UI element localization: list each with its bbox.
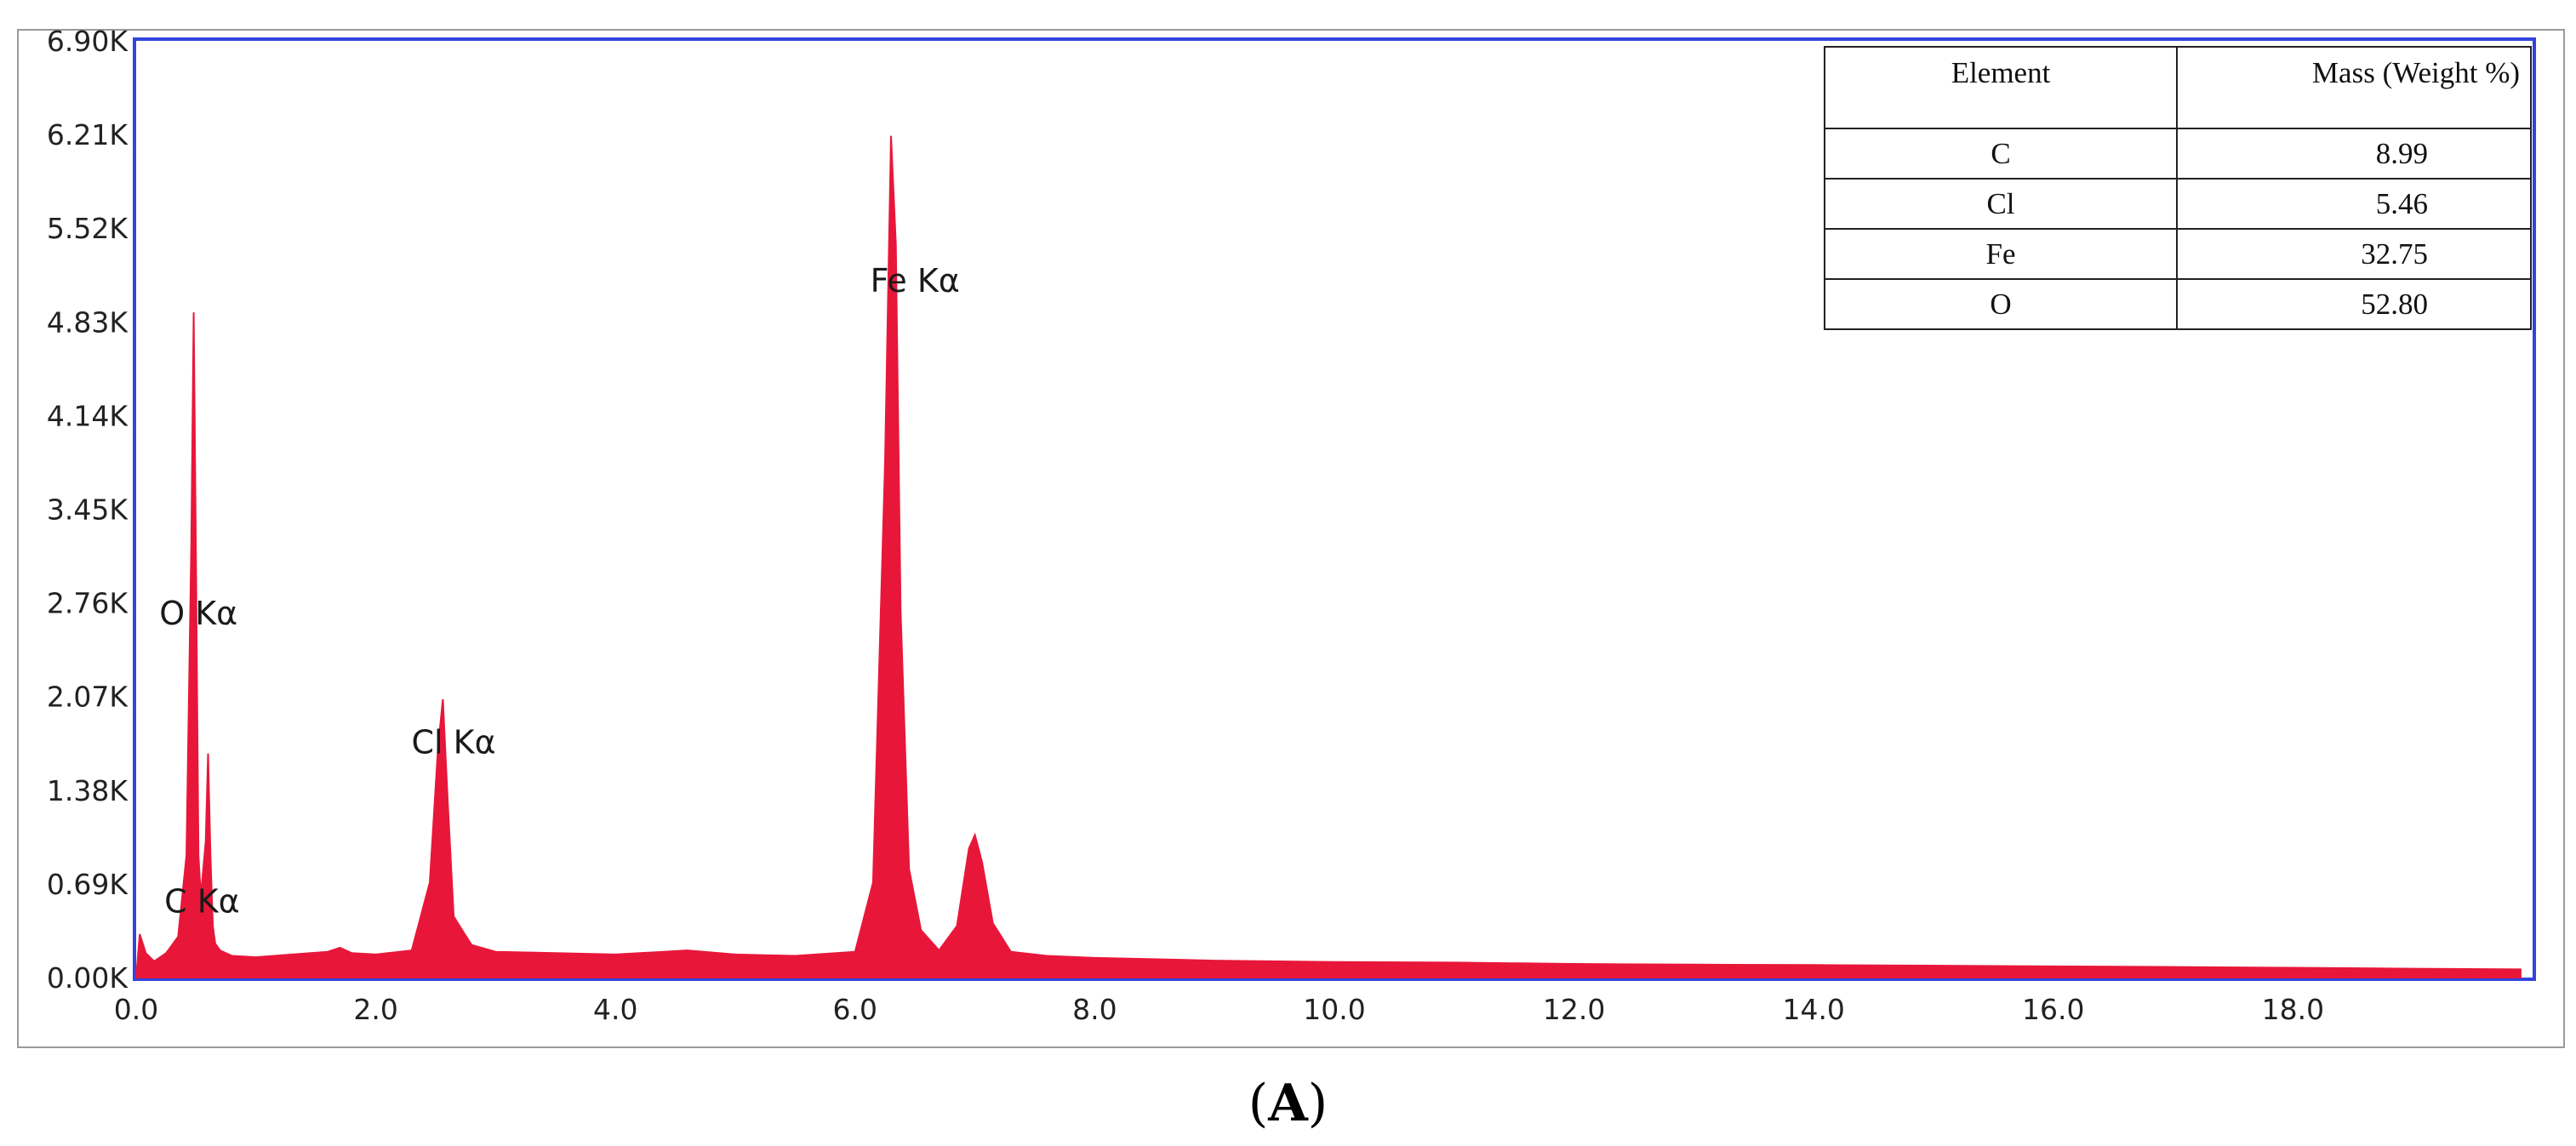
x-tick-label: 12.0 (1543, 993, 1605, 1026)
x-tick-label: 16.0 (2022, 993, 2084, 1026)
peak-label: O Kα (159, 595, 237, 632)
element-cell: O (1824, 278, 2178, 330)
mass-cell: 52.80 (2176, 278, 2532, 330)
peak-label: C Kα (164, 882, 240, 920)
table-row: O 52.80 (1824, 278, 2532, 330)
header-element: Element (1824, 46, 2178, 129)
peak-label-layer: O Kα C Kα Cl Kα Fe Kα (159, 262, 960, 920)
y-tick-label: 0.00K (47, 961, 129, 995)
y-tick-label: 2.76K (47, 587, 129, 620)
peak-label: Cl Kα (412, 724, 496, 761)
table-row: C 8.99 (1824, 128, 2532, 180)
element-cell: C (1824, 128, 2178, 180)
y-tick-label: 1.38K (47, 774, 129, 807)
mass-cell: 5.46 (2176, 178, 2532, 230)
x-tick-label: 6.0 (833, 993, 877, 1026)
y-tick-label: 3.45K (47, 493, 129, 527)
element-cell: Cl (1824, 178, 2178, 230)
peak-label: Fe Kα (871, 262, 960, 299)
y-tick-label: 0.69K (47, 868, 129, 901)
x-tick-label: 18.0 (2262, 993, 2324, 1026)
y-tick-label: 6.21K (47, 118, 129, 151)
mass-cell: 8.99 (2176, 128, 2532, 180)
panel-label-letter: A (1268, 1074, 1308, 1133)
figure-frame (17, 29, 2565, 1048)
x-tick-label: 10.0 (1303, 993, 1365, 1026)
panel-label-close: ) (1307, 1074, 1328, 1133)
panel-label-open: ( (1248, 1074, 1269, 1133)
y-tick-label: 5.52K (47, 212, 129, 245)
x-tick-label: 8.0 (1072, 993, 1117, 1026)
mass-cell: 32.75 (2176, 228, 2532, 280)
x-tick-label: 4.0 (593, 993, 637, 1026)
x-tick-label: 14.0 (1782, 993, 1844, 1026)
plot-area-border (133, 37, 2536, 981)
composition-table: Element Mass (Weight %) C 8.99 Cl 5.46 F… (1824, 46, 2532, 330)
element-cell: Fe (1824, 228, 2178, 280)
spectrum-series-0 (134, 135, 2522, 978)
eds-spectrum-chart: O Kα C Kα Cl Kα Fe Kα 0.00K 0.69K 1.38K 2.07K 2… (47, 25, 2536, 1026)
y-tick-label: 4.83K (47, 305, 129, 339)
x-tick-label: 2.0 (353, 993, 397, 1026)
y-tick-label: 6.90K (47, 25, 129, 58)
header-mass: Mass (Weight %) (2176, 46, 2532, 129)
panel-label: (A) (0, 1074, 2576, 1133)
x-tick-label: 0.0 (114, 993, 158, 1026)
x-axis-ticks: 0.0 2.0 4.0 6.0 8.0 10.0 12.0 14.0 16.0 18.0 (114, 993, 2324, 1026)
table-row: Cl 5.46 (1824, 178, 2532, 230)
table-header-row: Element Mass (Weight %) (1824, 46, 2532, 129)
table-row: Fe 32.75 (1824, 228, 2532, 280)
y-axis-ticks: 0.00K 0.69K 1.38K 2.07K 2.76K 3.45K 4.14K 4.83K… (47, 25, 129, 995)
y-tick-label: 2.07K (47, 681, 129, 714)
spectrum-layer (134, 135, 2522, 978)
y-tick-label: 4.14K (47, 399, 129, 432)
